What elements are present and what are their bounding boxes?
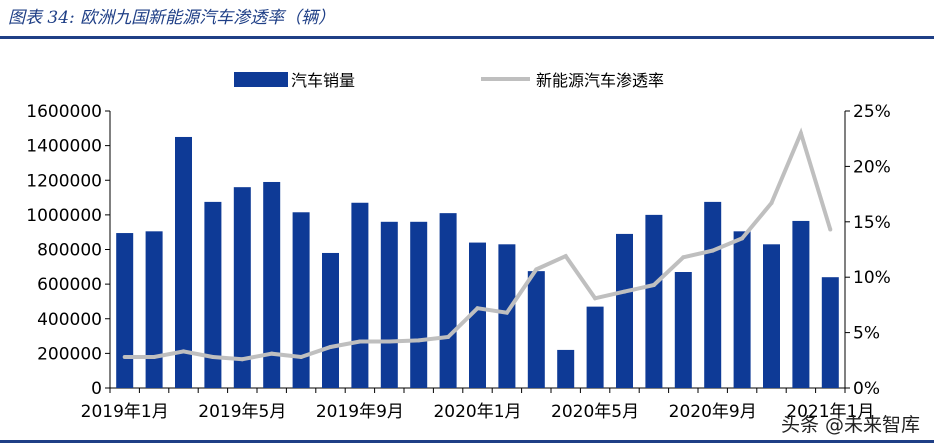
sales-bar	[439, 213, 457, 388]
sales-bar	[292, 212, 310, 388]
penetration-point	[769, 200, 774, 205]
penetration-point	[416, 338, 421, 343]
y-left-tick-label: 1600000	[26, 102, 102, 122]
sales-bar	[792, 220, 810, 388]
penetration-point	[681, 255, 686, 260]
y-right-tick-label: 20%	[853, 157, 891, 177]
sales-bar	[380, 221, 398, 388]
x-tick-label: 2021年1月	[786, 402, 874, 422]
sales-bar	[586, 306, 604, 388]
penetration-point	[798, 131, 803, 136]
penetration-point	[504, 310, 509, 315]
penetration-point	[534, 267, 539, 272]
line-series	[122, 127, 833, 362]
y-right-tick-label: 25%	[853, 102, 891, 122]
x-tick-label: 2019年9月	[316, 402, 404, 422]
sales-bar	[616, 233, 633, 388]
title-divider	[0, 36, 934, 39]
chart-title: 图表 34: 欧洲九国新能源汽车渗透率（辆）	[8, 8, 336, 28]
penetration-point	[651, 282, 656, 287]
penetration-point	[152, 354, 157, 359]
x-tick-label: 2020年9月	[669, 402, 757, 422]
sales-bar	[821, 277, 839, 388]
sales-bar	[763, 244, 780, 388]
penetration-point	[740, 236, 745, 241]
sales-bar	[557, 349, 575, 388]
sales-bar	[498, 244, 516, 388]
sales-bar	[469, 242, 486, 388]
sales-bar	[351, 202, 369, 388]
penetration-point	[710, 248, 715, 253]
y-left-tick-label: 400000	[37, 310, 102, 330]
y-left-tick-label: 600000	[37, 275, 102, 295]
x-tick-label: 2019年5月	[198, 402, 286, 422]
y-left-tick-label: 800000	[37, 241, 102, 261]
penetration-point	[299, 354, 304, 359]
y-left-tick-label: 1200000	[26, 171, 102, 191]
legend: 汽车销量 新能源汽车渗透率	[234, 71, 664, 90]
sales-bar	[733, 231, 751, 388]
penetration-point	[828, 227, 833, 232]
sales-bar	[233, 187, 251, 388]
legend-label-penetration: 新能源汽车渗透率	[536, 71, 664, 90]
bottom-divider	[0, 440, 934, 443]
penetration-point	[446, 335, 451, 340]
sales-bar	[674, 272, 692, 388]
x-tick-label: 2020年5月	[551, 402, 639, 422]
y-right-tick-label: 15%	[853, 213, 891, 233]
sales-bar	[263, 181, 281, 388]
watermark: 头条 @未来智库	[780, 414, 920, 436]
tick-labels: 0 200000 400000 600000 800000 1000000 1200000 1…	[26, 102, 891, 422]
sales-bar	[410, 221, 428, 388]
penetration-point	[181, 349, 186, 354]
x-tick-label: 2020年1月	[433, 402, 521, 422]
y-left-tick-label: 0	[91, 379, 102, 399]
sales-bar	[116, 233, 134, 388]
y-left-tick-label: 1400000	[26, 137, 102, 157]
sales-bar	[145, 231, 163, 388]
penetration-point	[122, 354, 127, 359]
sales-bar	[204, 201, 222, 388]
penetration-point	[210, 354, 215, 359]
y-right-tick-label: 0%	[853, 379, 880, 399]
penetration-point	[357, 339, 362, 344]
y-left-tick-label: 1000000	[26, 206, 102, 226]
legend-swatch-bar	[234, 72, 288, 87]
sales-bar	[645, 214, 663, 388]
sales-bar	[175, 136, 192, 388]
penetration-point	[387, 339, 392, 344]
sales-bar	[704, 201, 722, 388]
penetration-point	[269, 351, 274, 356]
x-tick-label: 2019年1月	[81, 402, 169, 422]
penetration-point	[328, 345, 333, 350]
penetration-point	[240, 357, 245, 362]
bar-series	[116, 136, 839, 388]
y-right-tick-label: 5%	[853, 324, 880, 344]
legend-label-sales: 汽车销量	[291, 71, 355, 90]
penetration-point	[622, 289, 627, 294]
y-left-tick-label: 200000	[37, 344, 102, 364]
sales-bar	[322, 252, 339, 388]
sales-bar	[527, 271, 545, 388]
penetration-point	[593, 296, 598, 301]
penetration-point	[475, 306, 480, 311]
penetration-point	[563, 254, 568, 259]
y-right-tick-label: 10%	[853, 268, 891, 288]
